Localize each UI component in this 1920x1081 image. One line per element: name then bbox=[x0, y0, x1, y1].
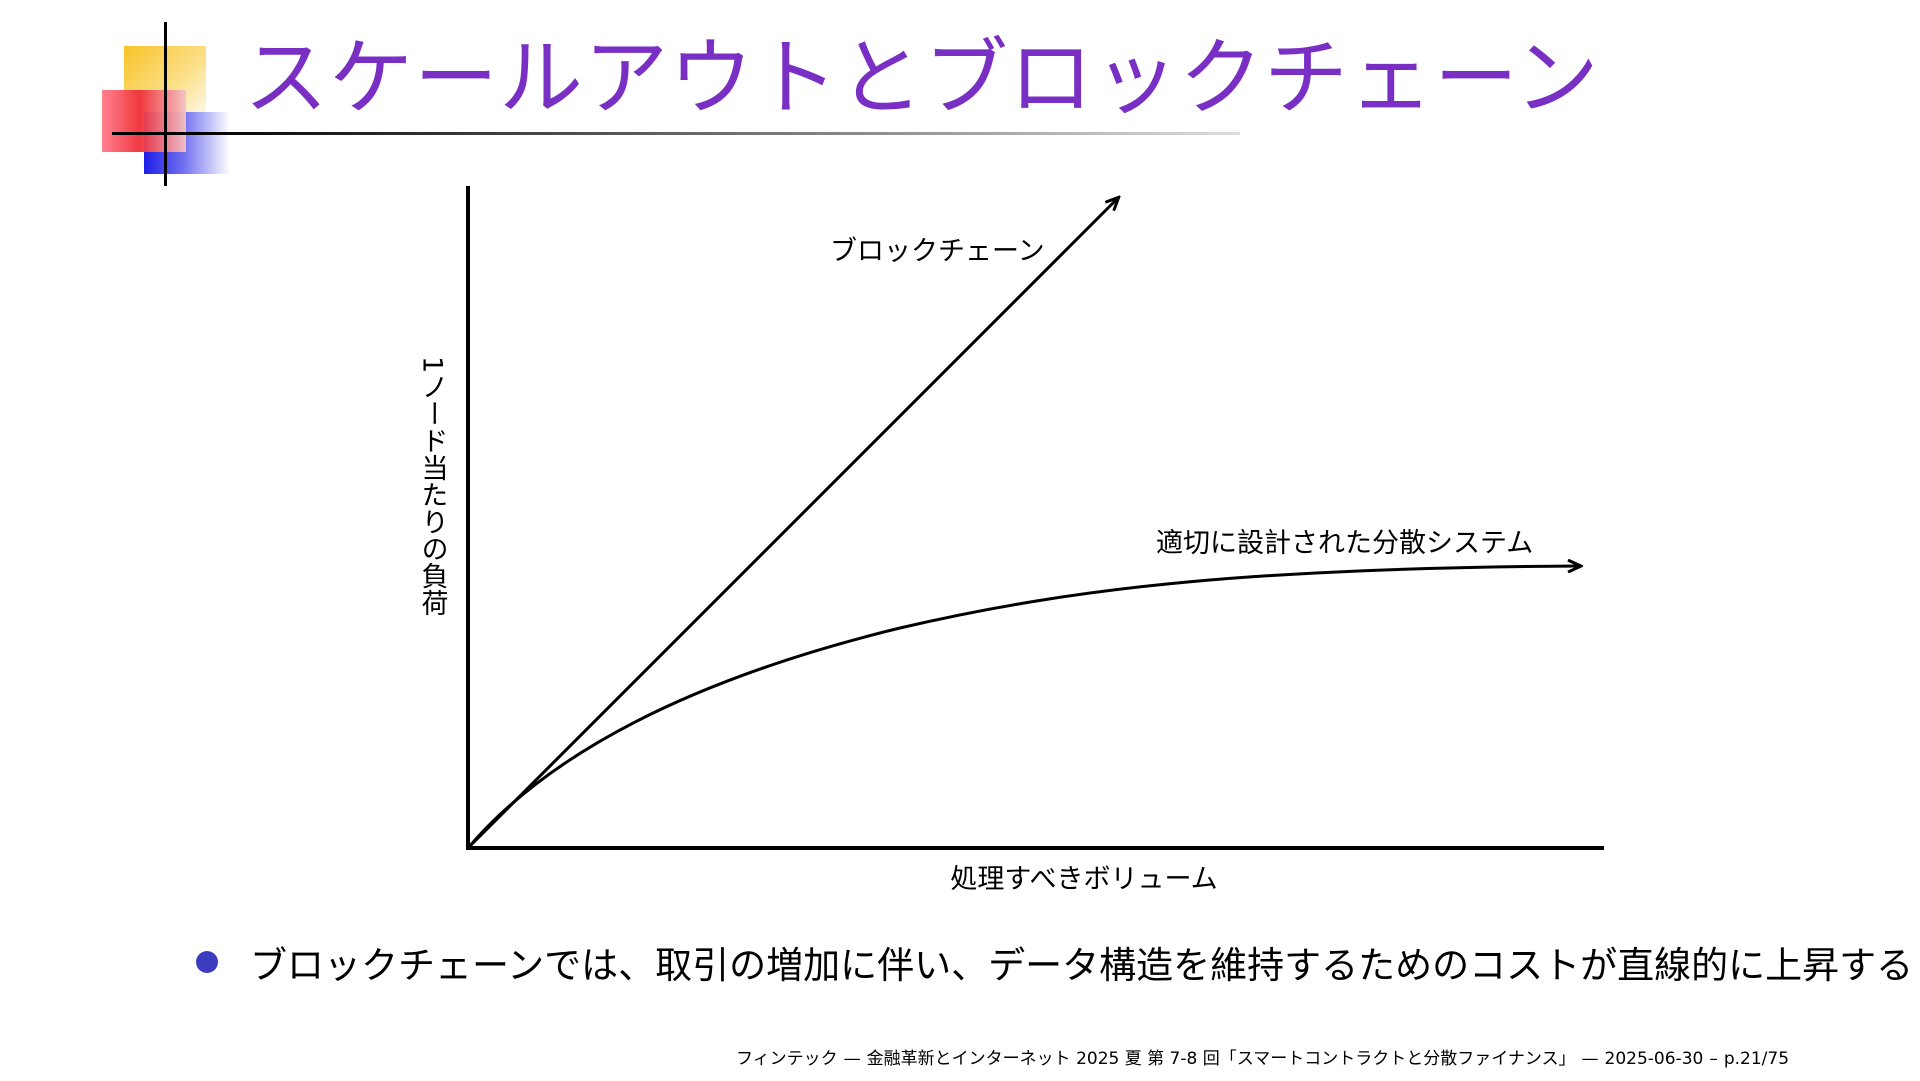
bullet-text: ブロックチェーンでは、取引の増加に伴い、データ構造を維持するためのコストが直線的… bbox=[250, 944, 1914, 987]
logo-cross-horizontal bbox=[112, 132, 232, 135]
logo-decoration bbox=[0, 0, 240, 190]
bullet-item: ブロックチェーンでは、取引の増加に伴い、データ構造を維持するためのコストが直線的… bbox=[196, 935, 1913, 989]
distributed-system-curve-label: 適切に設計された分散システム bbox=[1156, 528, 1533, 559]
footer-course: フィンテック bbox=[736, 1049, 838, 1069]
slide-footer: フィンテック — 金融革新とインターネット 2025 夏 第 7-8 回「スマートコ… bbox=[736, 1044, 1795, 1069]
footer-subtitle: 金融革新とインターネット 2025 夏 第 7-8 回「スマートコントラクトと分… bbox=[866, 1049, 1576, 1069]
title-underline bbox=[190, 132, 1240, 135]
distributed-system-curve-path bbox=[466, 566, 1580, 849]
y-axis-label: 1ノード当たりの負荷 bbox=[417, 356, 449, 616]
blockchain-curve bbox=[466, 198, 1118, 850]
footer-separator-2: — bbox=[1581, 1049, 1599, 1069]
footer-separator-1: — bbox=[843, 1049, 861, 1069]
logo-cross-vertical bbox=[164, 22, 167, 186]
footer-page-number: p.21/75 bbox=[1723, 1049, 1790, 1069]
logo-red-square bbox=[102, 90, 186, 152]
footer-date: 2025-06-30 bbox=[1604, 1049, 1704, 1069]
bullet-dot-icon bbox=[196, 951, 218, 973]
footer-separator-3: – bbox=[1709, 1049, 1718, 1069]
slide-title: スケールアウトとブロックチェーン bbox=[244, 29, 1600, 127]
blockchain-curve-label: ブロックチェーン bbox=[830, 236, 1045, 267]
x-axis-label: 処理すべきボリューム bbox=[950, 864, 1217, 895]
distributed-system-curve bbox=[468, 578, 1240, 848]
